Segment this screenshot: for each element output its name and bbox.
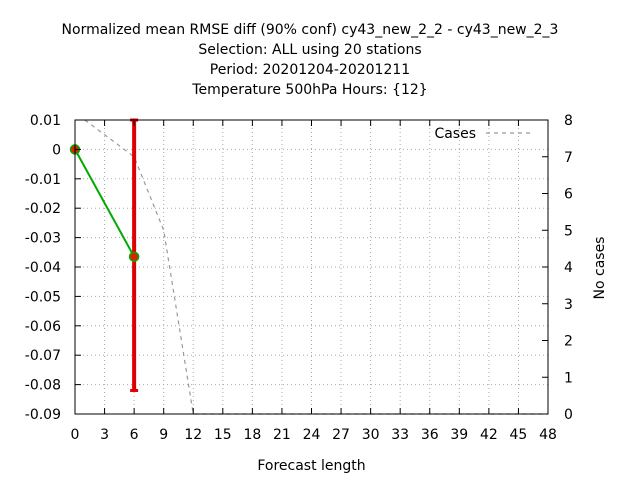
x-tick-label: 48 [539,427,557,443]
x-tick-label: 6 [130,427,139,443]
y2-tick-label: 3 [564,297,573,313]
y-tick-label: -0.08 [25,378,61,394]
title-line: Period: 20201204-20201211 [210,62,410,78]
x-tick-label: 30 [362,427,380,443]
y-tick-label: 0 [52,142,61,158]
chart-title: Normalized mean RMSE diff (90% conf) cy4… [62,22,559,98]
x-tick-label: 15 [214,427,232,443]
y-tick-label: -0.05 [25,289,61,305]
y2-tick-label: 6 [564,187,573,203]
y-tick-label: -0.03 [25,231,61,247]
x-axis-label: Forecast length [257,458,365,474]
x-tick-label: 18 [243,427,261,443]
series [69,118,548,415]
x-tick-label: 36 [421,427,439,443]
data-point [128,251,140,262]
y-tick-label: 0.01 [30,113,61,129]
y2-tick-label: 1 [564,370,573,386]
x-tick-label: 12 [184,427,202,443]
y-tick-label: -0.07 [25,348,61,364]
grid [75,120,548,414]
title-line: Selection: ALL using 20 stations [198,42,421,58]
y-tick-label: -0.04 [25,260,61,276]
x-tick-label: 33 [391,427,409,443]
y-tick-label: -0.01 [25,172,61,188]
y2-tick-label: 5 [564,223,573,239]
series-line-diff [74,148,136,258]
x-tick-label: 39 [450,427,468,443]
x-tick-label: 3 [100,427,109,443]
legend-label: Cases [434,126,476,142]
series-line-cases [84,119,548,415]
axes: 0 3 6 9 12 15 18 21 24 27 30 33 36 39 42 45 480.010-0.01… [25,113,573,443]
title-line: Normalized mean RMSE diff (90% conf) cy4… [62,22,559,38]
y2-tick-label: 4 [564,260,573,276]
y2-tick-label: 7 [564,150,573,166]
x-tick-label: 42 [480,427,498,443]
y2-tick-label: 8 [564,113,573,129]
x-tick-label: 45 [510,427,528,443]
x-tick-label: 21 [273,427,291,443]
x-tick-label: 9 [159,427,168,443]
y-tick-label: -0.02 [25,201,61,217]
x-tick-label: 24 [303,427,321,443]
y-tick-label: -0.06 [25,319,61,335]
y-tick-label: -0.09 [25,407,61,423]
y2-tick-label: 2 [564,334,573,350]
legend: Cases [434,126,530,142]
y2-axis-label: No cases [592,237,608,300]
title-line: Temperature 500hPa Hours: {12} [191,82,427,98]
x-tick-label: 27 [332,427,350,443]
y2-tick-label: 0 [564,407,573,423]
x-tick-label: 0 [71,427,80,443]
